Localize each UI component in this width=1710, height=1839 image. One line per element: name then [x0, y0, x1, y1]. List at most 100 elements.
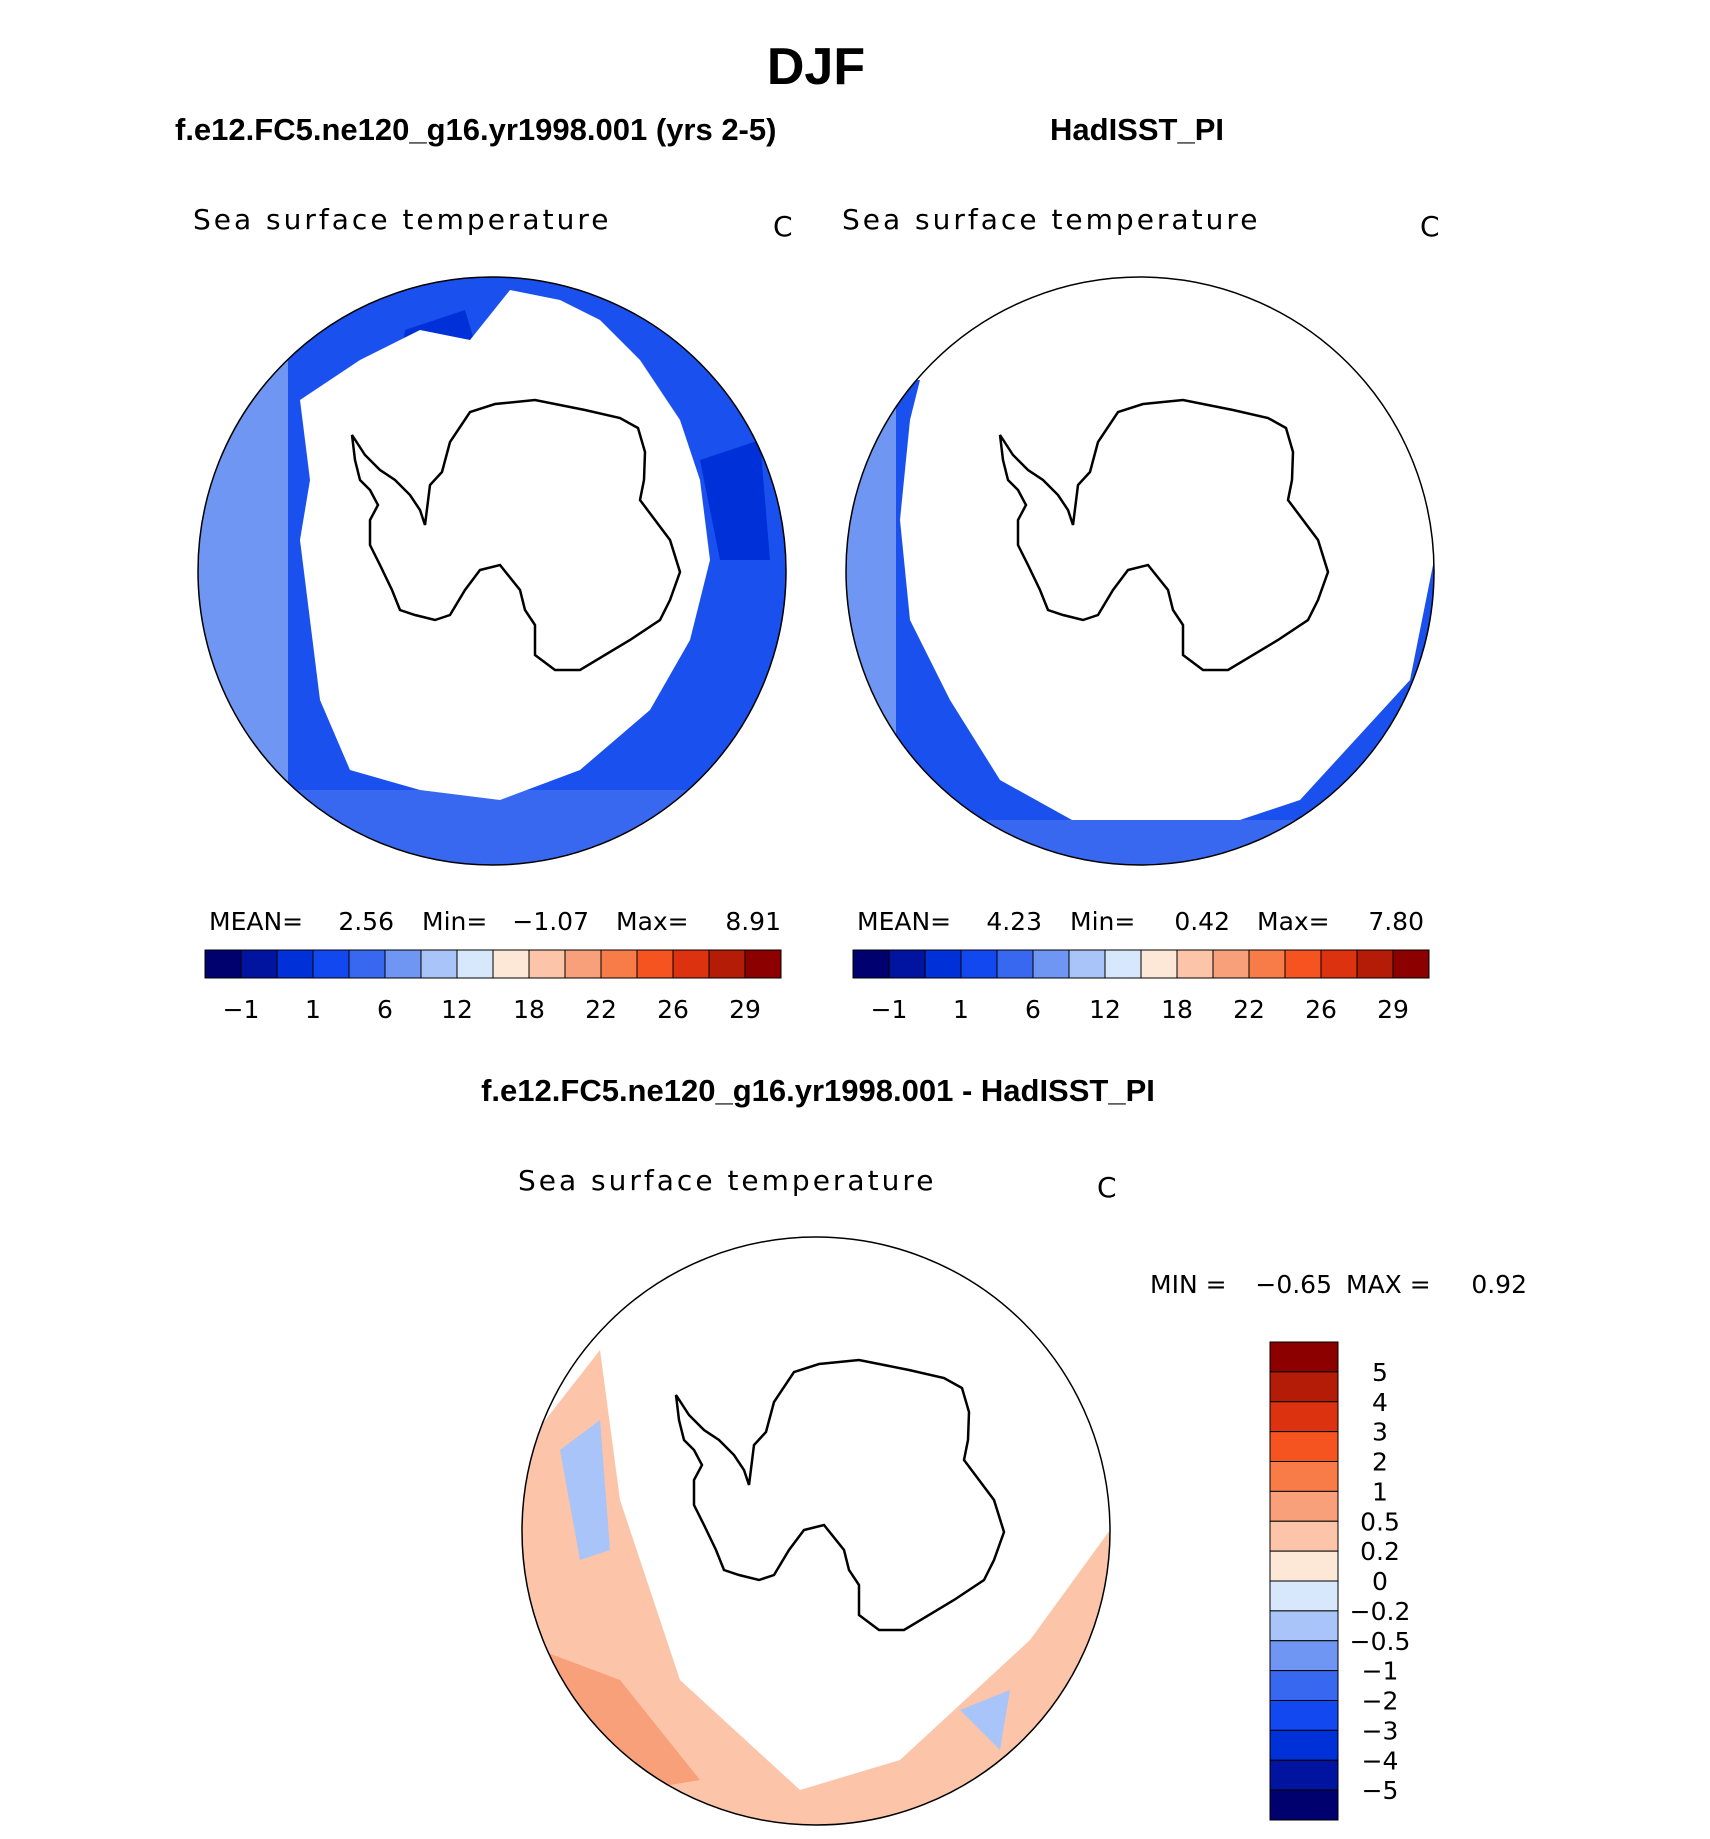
colorbar-swatch [1269, 1670, 1339, 1701]
colorbar-tick-label: −1 [871, 995, 908, 1024]
colorbar-swatch [1320, 949, 1358, 979]
model-units-label: C [773, 210, 793, 243]
model-case-title: f.e12.FC5.ne120_g16.yr1998.001 (yrs 2-5) [175, 112, 776, 147]
colorbar-tick-label: 22 [1233, 995, 1265, 1024]
colorbar-swatch [708, 949, 746, 979]
colorbar-tick-label: 22 [585, 995, 617, 1024]
colorbar-swatch [600, 949, 638, 979]
obs-mean-label: MEAN= [857, 907, 951, 936]
colorbar-swatch [1269, 1580, 1339, 1612]
colorbar-swatch [492, 949, 530, 979]
colorbar-swatch [636, 949, 674, 979]
colorbar-swatch [1269, 1461, 1339, 1492]
model-mean-label: MEAN= [209, 907, 303, 936]
colorbar-swatch [240, 949, 278, 979]
colorbar-swatch [1356, 949, 1394, 979]
model-max-value: 8.91 [725, 907, 781, 936]
model-min-value: −1.07 [512, 907, 589, 936]
obs-units-label: C [1420, 210, 1440, 243]
colorbar-tick-label: −1 [223, 995, 260, 1024]
colorbar-swatch [1269, 1371, 1339, 1403]
colorbar-tick-label: 3 [1372, 1418, 1388, 1447]
colorbar-swatch [348, 949, 386, 979]
colorbar-swatch [960, 949, 998, 979]
colorbar-swatch [384, 949, 422, 979]
colorbar-tick-label: −3 [1362, 1716, 1399, 1745]
diff-units-label: C [1097, 1171, 1117, 1204]
obs-variable-label: Sea surface temperature [842, 203, 1260, 236]
colorbar-swatch [456, 949, 494, 979]
colorbar-tick-label: 12 [1089, 995, 1121, 1024]
colorbar-swatch [1269, 1490, 1339, 1522]
colorbar-tick-label: −2 [1362, 1687, 1399, 1716]
colorbar-tick-label: 4 [1372, 1388, 1388, 1417]
colorbar-tick-label: 0 [1372, 1567, 1388, 1596]
colorbar-swatch [312, 949, 350, 979]
colorbar-swatch [1269, 1341, 1339, 1373]
colorbar-swatch [1269, 1431, 1339, 1462]
page-title: DJF [767, 38, 865, 96]
colorbar-tick-label: 18 [1161, 995, 1193, 1024]
model-colorbar: −1 1 6 12 18 22 26 29 [204, 949, 782, 1024]
diff-title: f.e12.FC5.ne120_g16.yr1998.001 - HadISST… [481, 1073, 1155, 1108]
colorbar-tick-label: 0.2 [1360, 1537, 1400, 1566]
colorbar-swatch [528, 949, 566, 979]
colorbar-swatch [1032, 949, 1070, 979]
colorbar-tick-label: 1 [953, 995, 969, 1024]
obs-min-value: 0.42 [1174, 907, 1230, 936]
diff-panel: f.e12.FC5.ne120_g16.yr1998.001 - HadISST… [481, 1073, 1527, 1826]
model-variable-label: Sea surface temperature [193, 203, 611, 236]
colorbar-tick-label: 5 [1372, 1358, 1388, 1387]
model-stats: MEAN= 2.56 Min= −1.07 Max= 8.91 [209, 907, 781, 936]
colorbar-swatch [924, 949, 962, 979]
obs-colorbar: −1 1 6 12 18 22 26 29 [852, 949, 1430, 1024]
colorbar-swatch [744, 949, 782, 979]
colorbar-swatch [564, 949, 602, 979]
colorbar-swatch [1269, 1759, 1339, 1791]
obs-max-value: 7.80 [1368, 907, 1424, 936]
model-max-label: Max= [616, 907, 689, 936]
colorbar-tick-label: 26 [1305, 995, 1337, 1024]
colorbar-swatch [888, 949, 926, 979]
colorbar-tick-label: 18 [513, 995, 545, 1024]
colorbar-swatch [672, 949, 710, 979]
colorbar-tick-label: −0.2 [1350, 1597, 1411, 1626]
model-mean-value: 2.56 [338, 907, 394, 936]
diff-min-value: −0.65 [1255, 1270, 1332, 1299]
diff-variable-label: Sea surface temperature [518, 1164, 936, 1197]
model-panel: f.e12.FC5.ne120_g16.yr1998.001 (yrs 2-5)… [175, 112, 793, 1024]
obs-max-label: Max= [1257, 907, 1330, 936]
colorbar-swatch [276, 949, 314, 979]
colorbar-swatch [204, 949, 242, 979]
diff-stats: MIN = −0.65 MAX = 0.92 [1150, 1270, 1527, 1299]
diff-max-label: MAX = [1346, 1270, 1431, 1299]
obs-map-boundary [845, 276, 1435, 866]
diff-map-boundary [521, 1236, 1111, 1826]
colorbar-swatch [1269, 1700, 1339, 1731]
colorbar-swatch [1212, 949, 1250, 979]
colorbar-swatch [852, 949, 890, 979]
colorbar-swatch [1269, 1729, 1339, 1761]
colorbar-tick-label: −5 [1362, 1776, 1399, 1805]
colorbar-tick-label: −1 [1362, 1657, 1399, 1686]
colorbar-swatch [1269, 1640, 1339, 1672]
colorbar-swatch [1392, 949, 1430, 979]
colorbar-tick-label: −4 [1362, 1746, 1399, 1775]
colorbar-swatch [1248, 949, 1286, 979]
colorbar-tick-label: −0.5 [1350, 1627, 1411, 1656]
colorbar-swatch [1284, 949, 1322, 979]
colorbar-swatch [1176, 949, 1214, 979]
obs-mean-value: 4.23 [986, 907, 1042, 936]
colorbar-tick-label: 29 [729, 995, 761, 1024]
obs-min-label: Min= [1070, 907, 1135, 936]
colorbar-tick-label: 0.5 [1360, 1507, 1400, 1536]
diff-min-label: MIN = [1150, 1270, 1227, 1299]
obs-stats: MEAN= 4.23 Min= 0.42 Max= 7.80 [857, 907, 1424, 936]
colorbar-tick-label: 26 [657, 995, 689, 1024]
obs-panel: HadISST_PI Sea surface temperature C MEA… [842, 112, 1440, 1024]
model-min-label: Min= [422, 907, 487, 936]
diff-max-value: 0.92 [1471, 1270, 1527, 1299]
colorbar-swatch [1269, 1610, 1339, 1642]
colorbar-tick-label: 12 [441, 995, 473, 1024]
